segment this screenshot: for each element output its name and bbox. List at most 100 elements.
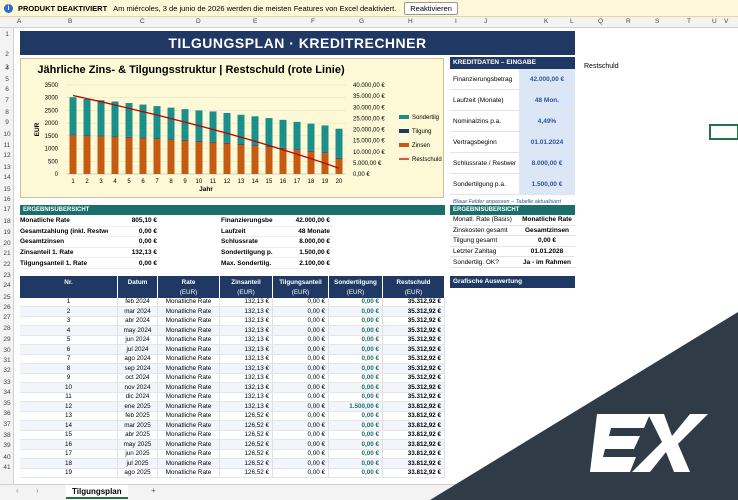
table-header-cell[interactable]: Datum: [118, 276, 158, 288]
table-cell[interactable]: 0,00 €: [273, 364, 329, 373]
row-header[interactable]: 19: [3, 229, 11, 237]
table-cell[interactable]: 35.312,92 €: [383, 354, 445, 363]
row-header[interactable]: 2: [5, 51, 9, 58]
table-cell[interactable]: oct 2024: [118, 373, 158, 382]
table-cell[interactable]: Monatliche Rate: [158, 326, 220, 335]
table-cell[interactable]: mar 2024: [118, 307, 158, 316]
table-cell[interactable]: 0,00 €: [329, 307, 383, 316]
table-cell[interactable]: Monatliche Rate: [158, 307, 220, 316]
table-cell[interactable]: 1.500,00 €: [329, 402, 383, 411]
table-cell[interactable]: 0,00 €: [329, 421, 383, 430]
row-header[interactable]: 17: [3, 206, 11, 214]
table-cell[interactable]: 11: [20, 392, 118, 401]
ergebnis-value[interactable]: 01.01.2028: [530, 248, 564, 256]
table-cell[interactable]: Monatliche Rate: [158, 430, 220, 439]
table-cell[interactable]: 3: [20, 316, 118, 325]
table-cell[interactable]: 126,52 €: [220, 440, 273, 449]
kreditdaten-input[interactable]: 48 Mon.: [519, 90, 575, 110]
table-cell[interactable]: Monatliche Rate: [158, 440, 220, 449]
table-cell[interactable]: dic 2024: [118, 392, 158, 401]
table-cell[interactable]: 9: [20, 373, 118, 382]
table-cell[interactable]: 16: [20, 440, 118, 449]
column-header[interactable]: E: [253, 18, 258, 25]
table-cell[interactable]: Monatliche Rate: [158, 449, 220, 458]
table-cell[interactable]: 18: [20, 459, 118, 468]
table-header-cell[interactable]: Zinsanteil: [220, 276, 273, 288]
table-cell[interactable]: feb 2025: [118, 411, 158, 420]
table-cell[interactable]: 33.812,92 €: [383, 440, 445, 449]
table-cell[interactable]: 15: [20, 430, 118, 439]
table-cell[interactable]: 35.312,92 €: [383, 364, 445, 373]
row-header[interactable]: 7: [5, 97, 9, 105]
table-cell[interactable]: 35.312,92 €: [383, 316, 445, 325]
table-cell[interactable]: sep 2024: [118, 364, 158, 373]
table-cell[interactable]: 132,13 €: [220, 373, 273, 382]
table-cell[interactable]: 35.312,92 €: [383, 335, 445, 344]
table-cell[interactable]: 126,52 €: [220, 449, 273, 458]
table-cell[interactable]: mar 2025: [118, 421, 158, 430]
table-cell[interactable]: 132,13 €: [220, 392, 273, 401]
column-header[interactable]: C: [140, 18, 145, 25]
table-cell[interactable]: may 2024: [118, 326, 158, 335]
table-cell[interactable]: 0,00 €: [273, 354, 329, 363]
table-cell[interactable]: Monatliche Rate: [158, 392, 220, 401]
table-cell[interactable]: 4: [20, 326, 118, 335]
table-cell[interactable]: 0,00 €: [273, 316, 329, 325]
table-cell[interactable]: 33.812,92 €: [383, 468, 445, 477]
table-cell[interactable]: 5: [20, 335, 118, 344]
summary-value[interactable]: 805,10 €: [131, 217, 157, 225]
table-cell[interactable]: may 2025: [118, 440, 158, 449]
table-cell[interactable]: Monatliche Rate: [158, 411, 220, 420]
table-cell[interactable]: 33.812,92 €: [383, 411, 445, 420]
row-header[interactable]: 31: [3, 357, 11, 364]
table-cell[interactable]: 132,13 €: [220, 354, 273, 363]
table-cell[interactable]: 7: [20, 354, 118, 363]
summary-value[interactable]: 2.100,00 €: [299, 259, 330, 267]
table-cell[interactable]: 0,00 €: [273, 402, 329, 411]
ergebnis-value[interactable]: 0,00 €: [537, 237, 557, 245]
table-cell[interactable]: Monatliche Rate: [158, 459, 220, 468]
table-cell[interactable]: 132,13 €: [220, 402, 273, 411]
row-header[interactable]: 24: [3, 282, 11, 290]
table-cell[interactable]: 132,13 €: [220, 364, 273, 373]
table-cell[interactable]: 0,00 €: [329, 430, 383, 439]
table-cell[interactable]: 0,00 €: [273, 430, 329, 439]
table-cell[interactable]: 0,00 €: [329, 411, 383, 420]
table-cell[interactable]: 10: [20, 383, 118, 392]
table-cell[interactable]: 19: [20, 468, 118, 477]
row-header[interactable]: 3: [5, 63, 9, 71]
table-cell[interactable]: ago 2025: [118, 468, 158, 477]
table-cell[interactable]: 132,13 €: [220, 383, 273, 392]
table-cell[interactable]: 0,00 €: [329, 316, 383, 325]
table-cell[interactable]: 0,00 €: [273, 326, 329, 335]
column-header[interactable]: L: [570, 18, 574, 25]
column-header[interactable]: F: [311, 18, 315, 25]
table-cell[interactable]: 132,13 €: [220, 316, 273, 325]
table-cell[interactable]: 6: [20, 345, 118, 354]
table-cell[interactable]: 132,13 €: [220, 307, 273, 316]
table-cell[interactable]: 35.312,92 €: [383, 326, 445, 335]
row-header[interactable]: 23: [3, 271, 11, 279]
table-cell[interactable]: 2: [20, 307, 118, 316]
row-header[interactable]: 11: [3, 142, 11, 149]
table-cell[interactable]: 0,00 €: [273, 345, 329, 354]
table-cell[interactable]: 132,13 €: [220, 297, 273, 306]
table-cell[interactable]: 0,00 €: [329, 392, 383, 401]
column-header[interactable]: T: [687, 18, 691, 25]
table-cell[interactable]: Monatliche Rate: [158, 364, 220, 373]
column-header[interactable]: Q: [598, 18, 604, 25]
column-header[interactable]: K: [544, 18, 549, 25]
table-cell[interactable]: 0,00 €: [273, 307, 329, 316]
table-cell[interactable]: 126,52 €: [220, 430, 273, 439]
table-header-cell[interactable]: Nr.: [20, 276, 118, 288]
ergebnis-value[interactable]: Monatliche Rate: [522, 216, 572, 224]
table-cell[interactable]: 35.312,92 €: [383, 345, 445, 354]
column-header[interactable]: I: [455, 18, 457, 25]
kreditdaten-input[interactable]: 1.500,00 €: [519, 174, 575, 194]
summary-value[interactable]: 132,13 €: [131, 249, 157, 257]
row-header[interactable]: 30: [3, 346, 11, 354]
table-cell[interactable]: 0,00 €: [329, 373, 383, 382]
table-cell[interactable]: 35.312,92 €: [383, 307, 445, 316]
column-header[interactable]: H: [408, 18, 413, 25]
table-cell[interactable]: 0,00 €: [273, 449, 329, 458]
